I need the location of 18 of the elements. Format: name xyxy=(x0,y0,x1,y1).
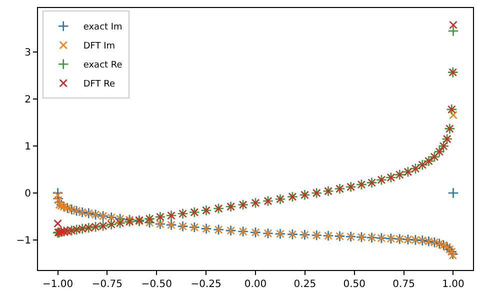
x-tick-label: 0.25 xyxy=(294,279,316,290)
x-tick-label: 0.75 xyxy=(392,279,415,290)
x-tick-label: 1.00 xyxy=(442,279,464,290)
y-tick-label: −1 xyxy=(16,235,31,246)
legend-label: exact Im xyxy=(83,22,122,33)
x-tick-label: −0.25 xyxy=(190,279,222,290)
y-tick-label: 2 xyxy=(24,94,31,106)
x-tick-label: 0.00 xyxy=(244,279,267,290)
x-tick-label: 0.50 xyxy=(343,279,366,290)
legend-label: exact Re xyxy=(83,60,123,71)
x-tick-label: −1.00 xyxy=(42,279,74,290)
legend-label: DFT Re xyxy=(83,80,116,90)
x-tick-label: −0.50 xyxy=(141,279,172,290)
y-tick-label: 3 xyxy=(24,48,31,59)
y-tick-label: 1 xyxy=(24,142,31,153)
x-tick-label: −0.75 xyxy=(92,279,123,290)
y-tick-label: 0 xyxy=(24,188,31,200)
legend-label: DFT Im xyxy=(83,42,116,52)
